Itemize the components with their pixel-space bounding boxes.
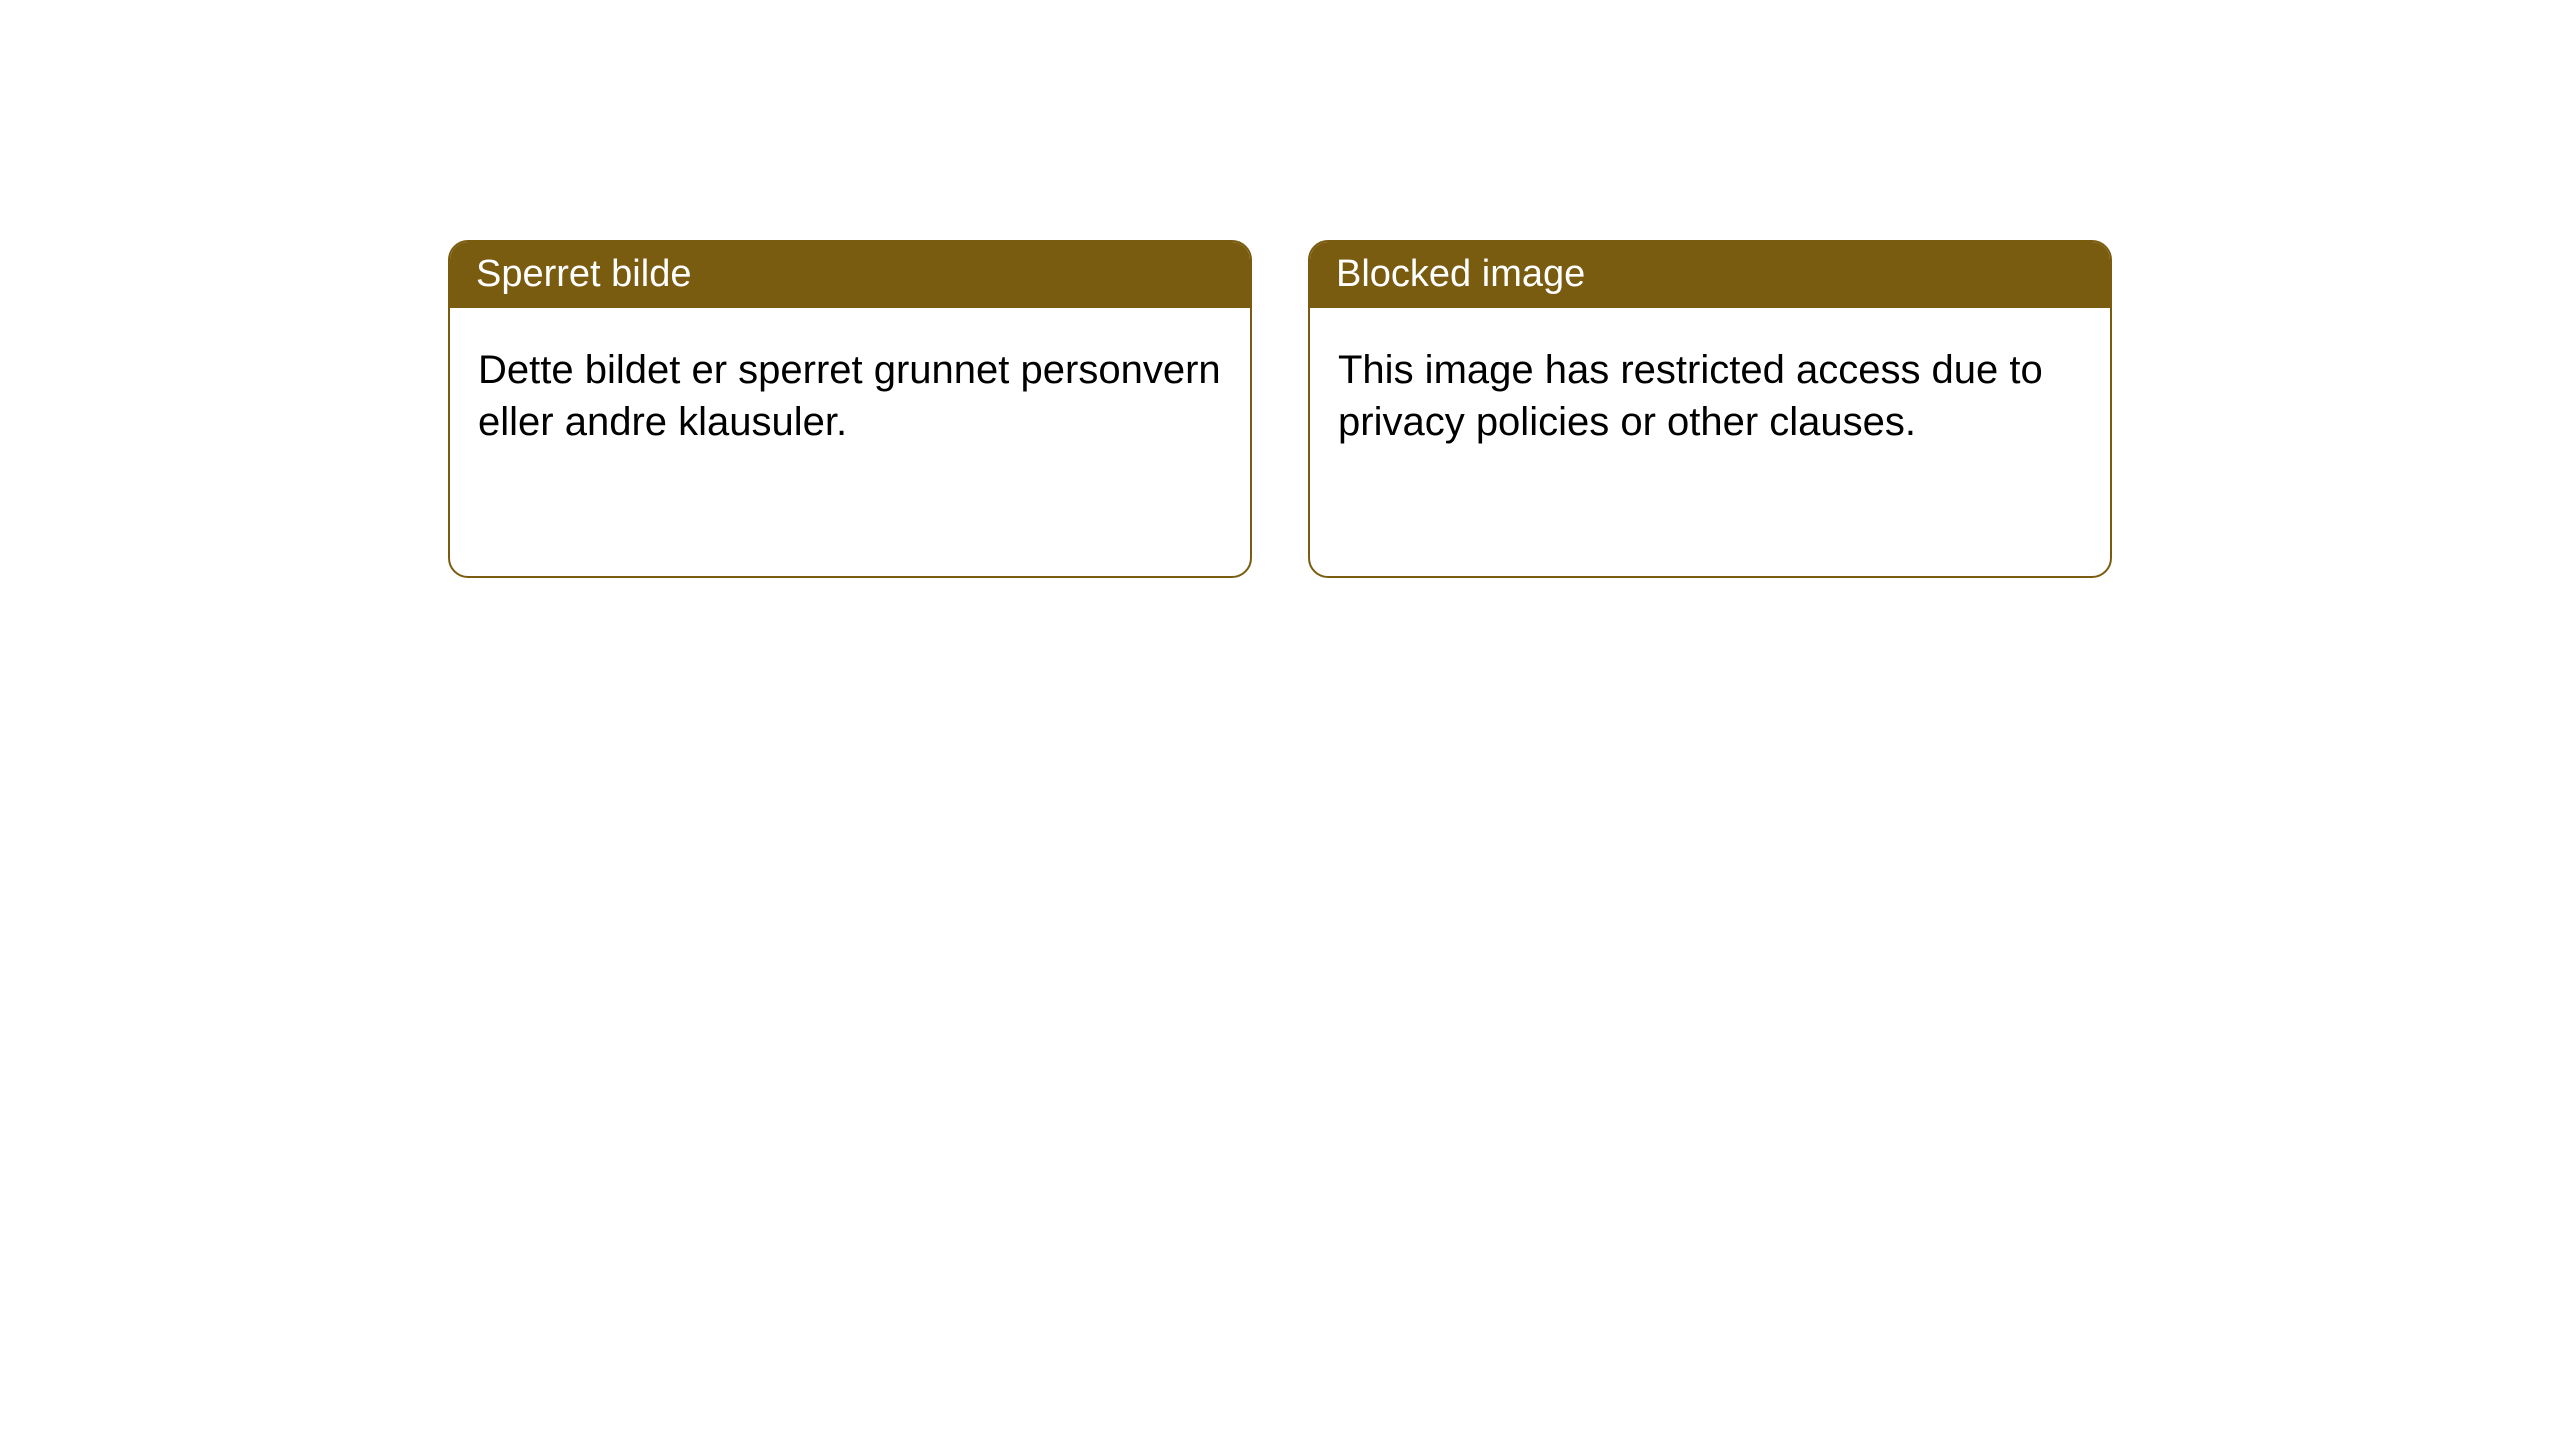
- card-title: Blocked image: [1336, 253, 1585, 295]
- card-header: Blocked image: [1310, 242, 2110, 308]
- card-message: Dette bildet er sperret grunnet personve…: [478, 348, 1221, 444]
- card-header: Sperret bilde: [450, 242, 1250, 308]
- card-title: Sperret bilde: [476, 253, 691, 295]
- card-body: This image has restricted access due to …: [1310, 308, 2110, 484]
- card-norwegian: Sperret bilde Dette bildet er sperret gr…: [448, 240, 1252, 578]
- card-body: Dette bildet er sperret grunnet personve…: [450, 308, 1250, 484]
- cards-container: Sperret bilde Dette bildet er sperret gr…: [448, 240, 2112, 578]
- card-message: This image has restricted access due to …: [1338, 348, 2043, 444]
- card-english: Blocked image This image has restricted …: [1308, 240, 2112, 578]
